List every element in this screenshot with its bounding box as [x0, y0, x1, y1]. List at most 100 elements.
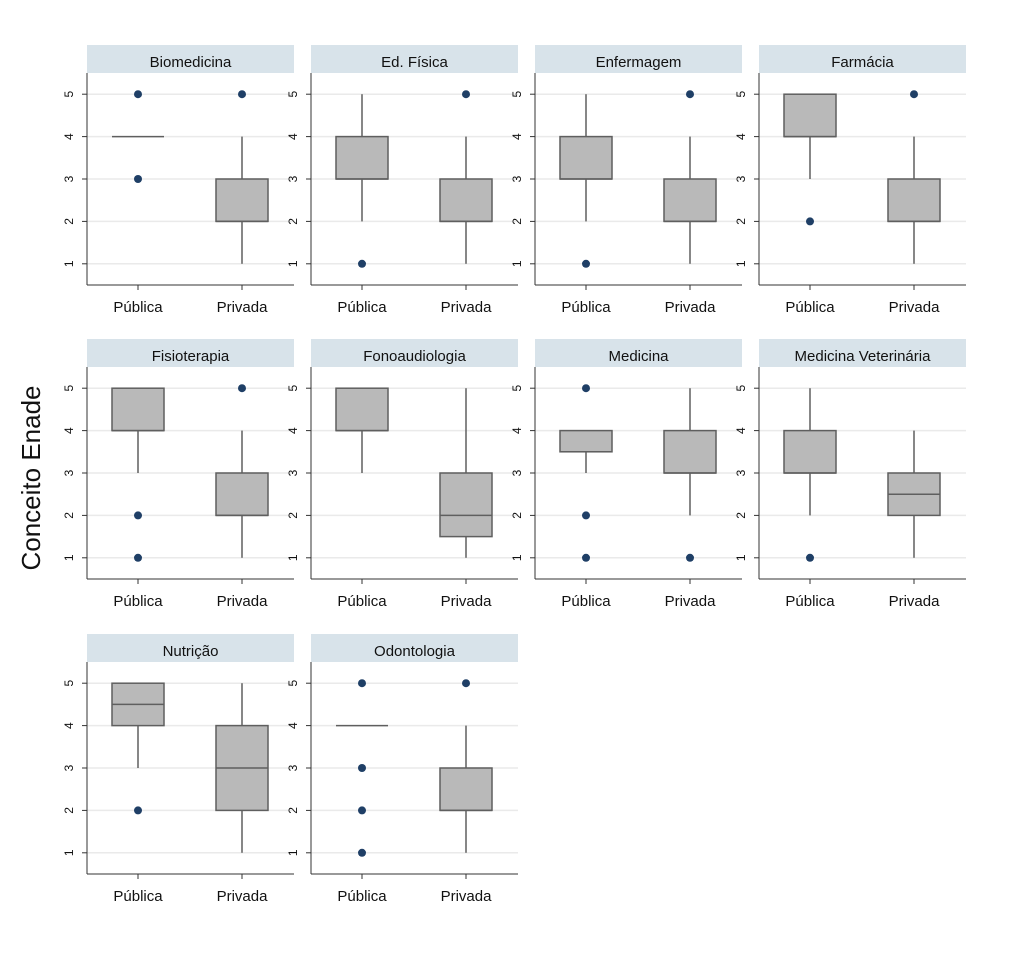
x-tick-label: Privada [889, 299, 941, 316]
box-body [335, 387, 389, 432]
y-tick-label: 1 [734, 554, 748, 561]
y-tick-label: 1 [734, 260, 748, 267]
y-tick-label: 3 [62, 764, 76, 771]
x-tick-label: Privada [665, 299, 717, 316]
y-tick-label: 4 [62, 133, 76, 140]
y-tick-label: 1 [510, 554, 524, 561]
panel-biomedicina: Biomedicina 1 2 3 4 5 Pública Privada [62, 45, 294, 316]
panel-title-strip [535, 45, 742, 73]
y-tick-label: 3 [62, 175, 76, 182]
x-tick-label: Privada [441, 593, 493, 610]
panel-title: Medicina [608, 348, 669, 365]
box-publica [336, 679, 388, 857]
outlier-point [134, 90, 142, 99]
y-tick-label: 2 [286, 218, 300, 225]
box-body [559, 135, 613, 180]
y-tick-label: 1 [510, 260, 524, 267]
outlier-point [462, 679, 470, 688]
panel-title-strip [759, 45, 966, 73]
y-tick-label: 2 [734, 512, 748, 519]
box-privada [439, 679, 493, 853]
box-body [559, 429, 613, 453]
outlier-point [582, 553, 590, 562]
outlier-point [358, 259, 366, 268]
panel-title-strip [311, 45, 518, 73]
panel-grid: Biomedicina 1 2 3 4 5 Pública Privada Ed. Física… [62, 45, 966, 905]
outlier-point [134, 553, 142, 562]
box-body [887, 178, 941, 223]
outlier-point [358, 764, 366, 772]
y-tick-label: 5 [62, 385, 76, 392]
box-publica [559, 94, 613, 268]
x-tick-label: Pública [113, 888, 163, 905]
box-privada [215, 384, 269, 558]
panel-medicina-veterinaria: Medicina Veterinária 1 2 3 4 5 Pública Privada [734, 339, 966, 610]
y-tick-label: 5 [62, 680, 76, 687]
box-privada [439, 388, 493, 558]
panel-medicina: Medicina 1 2 3 4 5 Pública Privada [510, 339, 742, 610]
outlier-point [910, 90, 918, 99]
y-tick-label: 4 [510, 427, 524, 434]
box-privada [887, 90, 941, 264]
box-body [439, 767, 493, 812]
outlier-point [462, 90, 470, 99]
box-body [783, 429, 837, 474]
x-tick-label: Pública [785, 593, 835, 610]
box-body [215, 178, 269, 223]
y-tick-label: 4 [734, 133, 748, 140]
x-tick-label: Pública [113, 593, 163, 610]
panel-fonoaudiologia: Fonoaudiologia 1 2 3 4 5 Pública Privada [286, 339, 518, 610]
outlier-point [238, 90, 246, 99]
box-privada [663, 388, 717, 562]
box-body [439, 472, 493, 538]
y-tick-label: 3 [734, 469, 748, 476]
box-body [663, 429, 717, 474]
x-tick-label: Privada [441, 299, 493, 316]
panel-title-strip [535, 339, 742, 367]
box-body [663, 178, 717, 223]
x-tick-label: Pública [561, 593, 611, 610]
y-tick-label: 2 [62, 218, 76, 225]
panel-title: Fisioterapia [152, 348, 230, 365]
y-tick-label: 4 [62, 722, 76, 729]
panel-title-strip [759, 339, 966, 367]
x-tick-label: Pública [561, 299, 611, 316]
y-tick-label: 2 [734, 218, 748, 225]
outlier-point [582, 259, 590, 268]
outlier-point [686, 553, 694, 562]
y-tick-label: 2 [286, 512, 300, 519]
x-tick-label: Pública [337, 299, 387, 316]
outlier-point [686, 90, 694, 99]
panel-title: Enfermagem [596, 54, 682, 71]
box-privada [439, 90, 493, 264]
outlier-point [238, 384, 246, 393]
y-tick-label: 5 [286, 680, 300, 687]
panel-nutricao: Nutrição 1 2 3 4 5 Pública Privada [62, 634, 294, 905]
y-tick-label: 1 [62, 849, 76, 856]
panel-title: Farmácia [831, 54, 894, 71]
panel-title: Ed. Física [381, 54, 448, 71]
box-body [215, 472, 269, 517]
y-tick-label: 3 [286, 764, 300, 771]
panel-title: Biomedicina [150, 54, 232, 71]
x-tick-label: Privada [217, 593, 269, 610]
panel-farmacia: Farmácia 1 2 3 4 5 Pública Privada [734, 45, 966, 316]
x-tick-label: Pública [337, 593, 387, 610]
box-body [111, 387, 165, 432]
y-tick-label: 2 [62, 512, 76, 519]
y-tick-label: 5 [734, 91, 748, 98]
panel-title: Odontologia [374, 643, 456, 660]
panel-title: Medicina Veterinária [795, 348, 932, 365]
x-tick-label: Pública [337, 888, 387, 905]
panel-ed-fisica: Ed. Física 1 2 3 4 5 Pública Privada [286, 45, 518, 316]
y-tick-label: 3 [734, 175, 748, 182]
box-publica [783, 93, 837, 226]
y-tick-label: 4 [62, 427, 76, 434]
y-tick-label: 5 [286, 385, 300, 392]
y-tick-label: 2 [510, 512, 524, 519]
box-body [439, 178, 493, 223]
y-tick-label: 1 [286, 260, 300, 267]
y-tick-label: 2 [286, 807, 300, 814]
y-tick-label: 2 [510, 218, 524, 225]
box-privada [887, 430, 941, 558]
